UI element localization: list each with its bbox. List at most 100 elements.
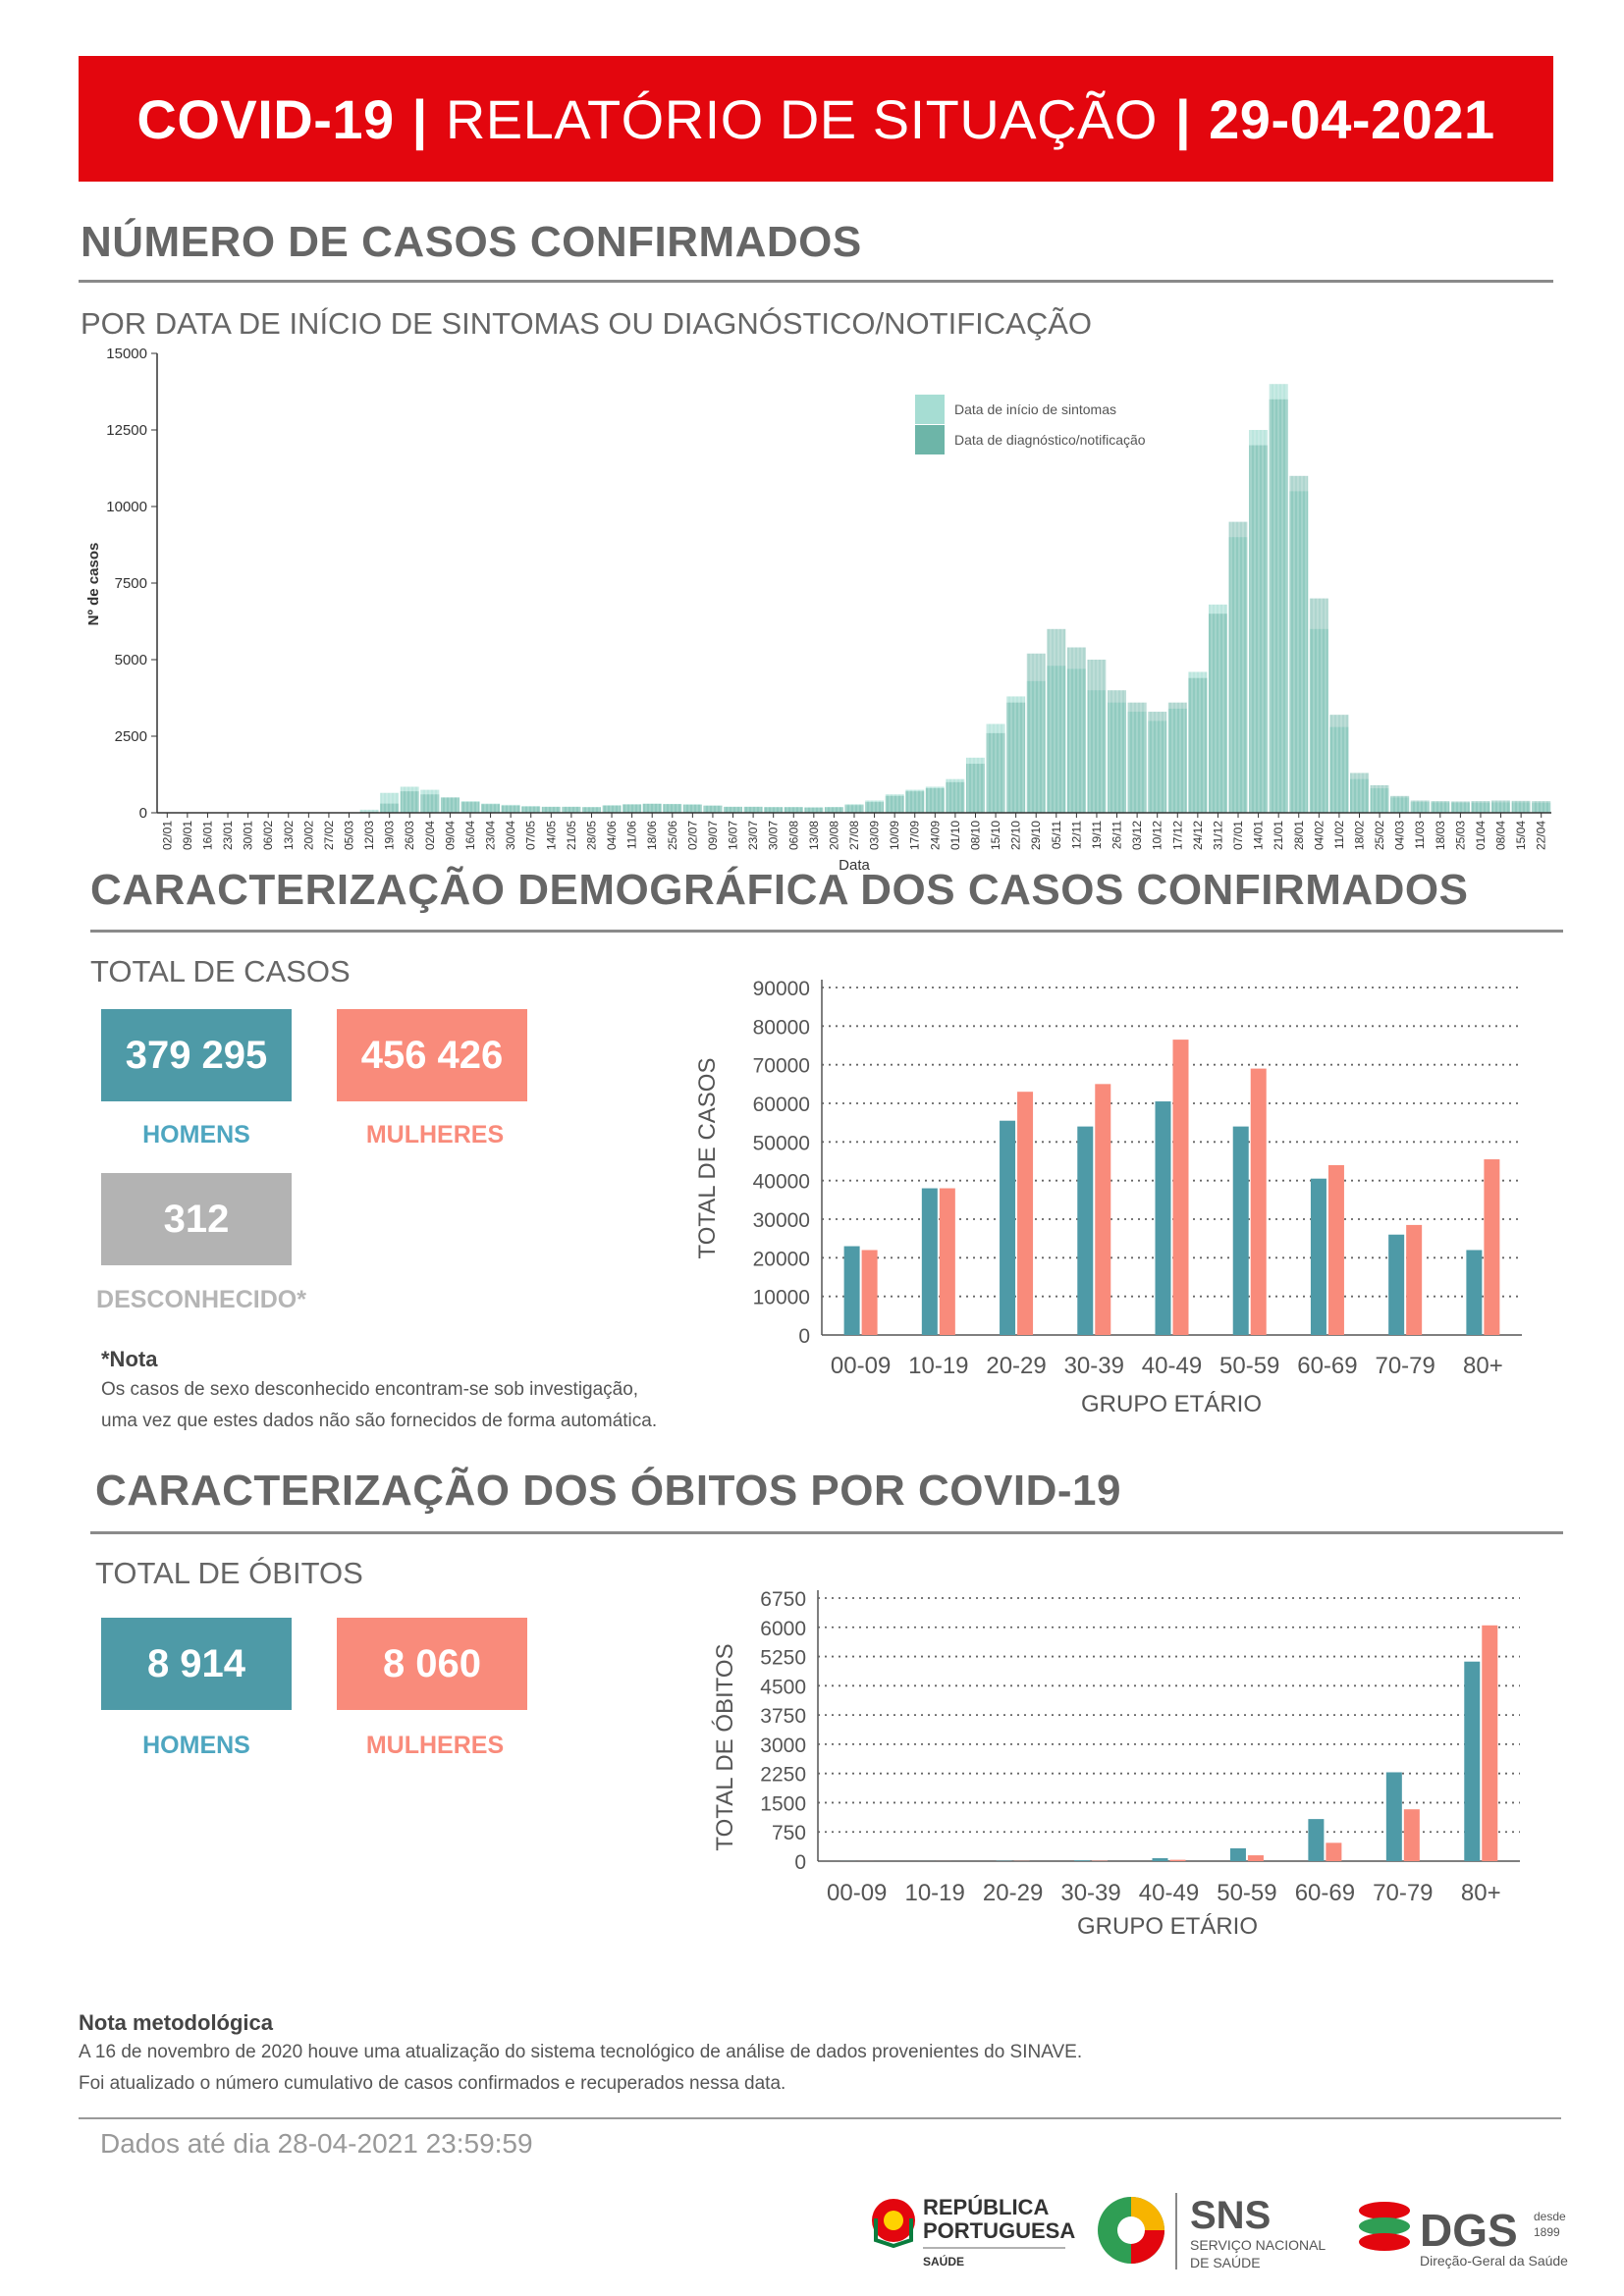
cases-by-age-ylabel: TOTAL DE CASOS <box>694 1058 721 1259</box>
cases-by-age-ytick-2: 20000 <box>753 1248 810 1270</box>
deaths-by-age-ytick-7: 5250 <box>760 1647 806 1670</box>
dgs-emblem-icon <box>1359 2202 1410 2219</box>
daily-cases-xtick-14: 09/04 <box>443 821 457 850</box>
deaths-men-value: 8 914 <box>146 1641 246 1685</box>
deaths-total-label: TOTAL DE ÓBITOS <box>95 1556 363 1590</box>
daily-cases-xtick-3: 23/01 <box>221 821 235 850</box>
deaths-by-age-chart: 0 750 1500 2250 3000 3750 4500 5250 6000 6750 00-0… <box>712 1588 1520 1940</box>
daily-cases-bar-1-45 <box>1066 647 1086 813</box>
cases-by-age-ytick-4: 40000 <box>753 1171 810 1194</box>
deaths-men-box: 8 914 <box>101 1618 292 1710</box>
sns-line-2: DE SAÚDE <box>1190 2255 1261 2270</box>
cases-by-age-xtick-1: 10-19 <box>908 1353 968 1379</box>
republica-line-1: REPÚBLICA <box>923 2195 1049 2219</box>
daily-cases-bar-1-59 <box>1350 773 1369 813</box>
daily-cases-xtick-18: 07/05 <box>524 821 538 850</box>
data-until-text: Dados até dia 28-04-2021 23:59:59 <box>100 2128 533 2159</box>
banner-title: RELATÓRIO DE SITUAÇÃO <box>445 87 1158 150</box>
cases-men-label: HOMENS <box>142 1121 250 1148</box>
cases-by-age-chart: 0 10000 20000 30000 40000 50000 60000 70000 8000… <box>694 978 1522 1417</box>
deaths-by-age-ytick-2: 1500 <box>760 1792 806 1815</box>
daily-cases-xtick-68: 22/04 <box>1535 821 1548 850</box>
cases-unknown-value: 312 <box>163 1197 230 1241</box>
cases-by-age-bar-1-2 <box>1017 1092 1034 1335</box>
daily-cases-xtick-60: 25/02 <box>1373 821 1386 850</box>
cases-by-age-xtick-0: 00-09 <box>831 1353 891 1379</box>
daily-cases-bar-1-66 <box>1491 800 1511 813</box>
banner-separator-2: | <box>1174 87 1192 150</box>
deaths-by-age-xtick-4: 40-49 <box>1139 1880 1199 1906</box>
daily-cases-xtick-26: 02/07 <box>685 821 699 850</box>
daily-cases-bar-1-43 <box>1026 653 1046 813</box>
daily-cases-xtick-45: 12/11 <box>1069 821 1083 849</box>
cases-by-age-xtick-5: 50-59 <box>1219 1353 1279 1379</box>
daily-cases-xtick-13: 02/04 <box>423 821 437 850</box>
daily-cases-xtick-8: 27/02 <box>322 821 336 850</box>
daily-cases-bar-1-68 <box>1532 801 1551 813</box>
daily-cases-xtick-57: 04/02 <box>1312 821 1326 850</box>
cases-by-age-xlabel: GRUPO ETÁRIO <box>1081 1391 1262 1417</box>
daily-cases-xtick-50: 17/12 <box>1170 821 1184 850</box>
report-banner: COVID-19 | RELATÓRIO DE SITUAÇÃO | 29-04… <box>79 56 1553 182</box>
daily-cases-xtick-33: 20/08 <box>827 821 840 850</box>
cases-unknown-label: DESCONHECIDO* <box>96 1286 306 1313</box>
deaths-by-age-ytick-8: 6000 <box>760 1618 806 1640</box>
note-title: *Nota <box>101 1347 158 1371</box>
daily-cases-bar-1-56 <box>1289 475 1309 813</box>
daily-cases-xtick-62: 11/03 <box>1413 821 1427 849</box>
daily-cases-bar-1-49 <box>1148 712 1167 813</box>
daily-cases-xtick-34: 27/08 <box>847 821 861 850</box>
deaths-by-age-xtick-8: 80+ <box>1461 1880 1501 1906</box>
daily-cases-xtick-67: 15/04 <box>1514 821 1528 850</box>
deaths-by-age-ytick-6: 4500 <box>760 1676 806 1698</box>
cases-unknown-box: 312 <box>101 1173 292 1265</box>
daily-cases-xtick-58: 11/02 <box>1332 821 1346 849</box>
daily-cases-bar-1-60 <box>1370 784 1389 813</box>
cases-section-subtitle: POR DATA DE INÍCIO DE SINTOMAS OU DIAGNÓ… <box>81 306 1092 341</box>
daily-cases-bar-1-20 <box>562 807 581 813</box>
daily-cases-xtick-63: 18/03 <box>1434 821 1447 850</box>
legend-swatch-diagnosis <box>915 425 945 454</box>
daily-cases-xtick-66: 08/04 <box>1494 821 1508 850</box>
daily-cases-bar-1-25 <box>663 804 682 813</box>
deaths-section-title: CARACTERIZAÇÃO DOS ÓBITOS POR COVID-19 <box>95 1467 1121 1515</box>
cases-by-age-bar-1-4 <box>1172 1040 1189 1335</box>
daily-cases-ytick-1: 2500 <box>115 728 147 745</box>
daily-cases-xtick-0: 02/01 <box>160 821 174 850</box>
daily-cases-bar-1-52 <box>1208 614 1227 813</box>
daily-cases-bar-0-10 <box>359 809 379 813</box>
demo-section-title: CARACTERIZAÇÃO DEMOGRÁFICA DOS CASOS CON… <box>90 866 1469 914</box>
deaths-by-age-bar-0-5 <box>1229 1847 1246 1861</box>
daily-cases-xtick-29: 23/07 <box>746 821 760 850</box>
deaths-by-age-bar-1-8 <box>1482 1625 1498 1861</box>
daily-cases-ytick-4: 10000 <box>106 499 147 515</box>
demo-section-rule <box>90 930 1563 933</box>
cases-by-age-ytick-1: 10000 <box>753 1287 810 1309</box>
deaths-by-age-ytick-4: 3000 <box>760 1735 806 1757</box>
deaths-by-age-ytick-0: 0 <box>794 1851 806 1874</box>
daily-cases-bar-1-14 <box>440 797 460 813</box>
cases-by-age-bar-0-8 <box>1466 1250 1483 1335</box>
daily-cases-bar-1-17 <box>501 805 520 813</box>
daily-cases-xtick-32: 13/08 <box>807 821 821 850</box>
legend-label-symptoms: Data de início de sintomas <box>954 401 1116 417</box>
legend-swatch-symptoms <box>915 395 945 424</box>
daily-cases-xtick-27: 09/07 <box>706 821 720 850</box>
deaths-by-age-bar-1-6 <box>1326 1842 1342 1861</box>
daily-cases-xtick-25: 25/06 <box>666 821 679 850</box>
daily-cases-bar-1-63 <box>1431 801 1450 813</box>
cases-by-age-bar-0-1 <box>921 1188 938 1335</box>
daily-cases-xtick-31: 06/08 <box>786 821 800 850</box>
daily-cases-bar-1-41 <box>986 732 1005 813</box>
daily-cases-bar-1-23 <box>623 804 642 813</box>
daily-cases-xtick-61: 04/03 <box>1393 821 1407 850</box>
cases-by-age-bar-1-6 <box>1327 1164 1344 1335</box>
daily-cases-xtick-11: 19/03 <box>383 821 397 850</box>
daily-cases-bar-1-35 <box>865 802 885 813</box>
daily-cases-bar-1-31 <box>784 807 803 813</box>
cases-by-age-xtick-6: 60-69 <box>1297 1353 1357 1379</box>
daily-cases-xtick-28: 16/07 <box>727 821 740 850</box>
daily-cases-xtick-6: 13/02 <box>282 821 296 850</box>
daily-cases-bar-1-64 <box>1450 801 1470 813</box>
footer-rule <box>79 2117 1561 2119</box>
